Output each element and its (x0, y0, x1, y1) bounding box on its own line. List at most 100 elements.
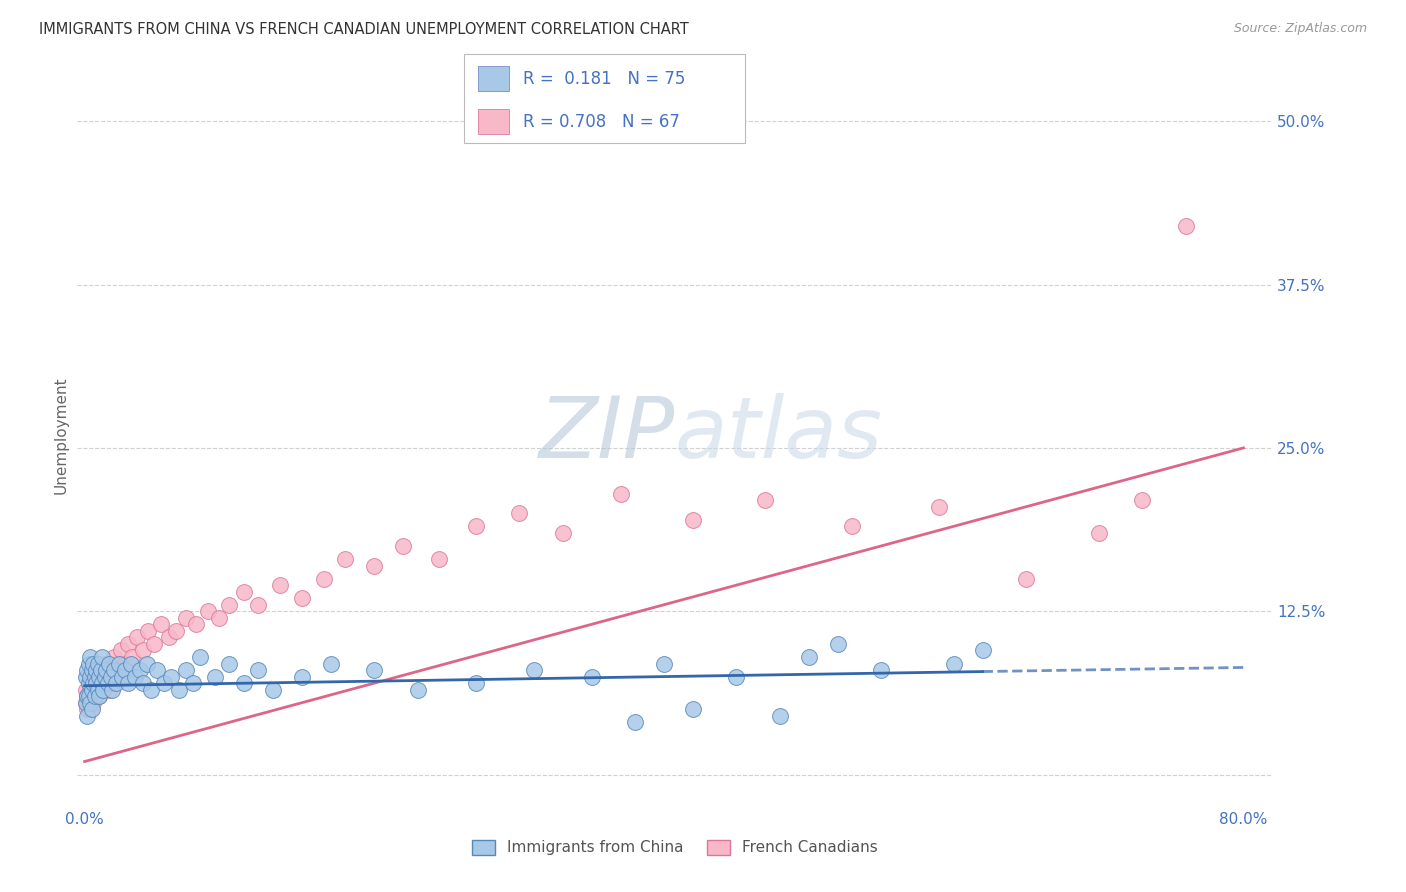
Point (146, 663, 169, 677)
Point (96, 663, 118, 677)
Point (247, 663, 270, 677)
Point (153, 676, 176, 690)
Point (392, 539, 415, 553)
Point (406, 682, 429, 697)
Point (1174, 219, 1197, 233)
Point (76, 702, 98, 716)
Point (464, 519, 486, 533)
Point (83, 663, 105, 677)
Point (84, 689, 107, 703)
Point (79, 702, 101, 716)
Point (523, 663, 546, 677)
Point (89, 663, 111, 677)
Point (103, 663, 125, 677)
Point (83, 670, 105, 684)
Point (841, 519, 863, 533)
Point (83, 689, 105, 703)
Point (682, 513, 704, 527)
Point (97, 676, 120, 690)
Point (150, 617, 173, 632)
Point (87, 689, 110, 703)
Point (581, 670, 603, 684)
Point (87, 670, 110, 684)
Point (105, 676, 128, 690)
Point (94, 676, 117, 690)
Point (754, 493, 776, 508)
Point (262, 682, 284, 697)
Point (76, 689, 98, 703)
Text: ZIP: ZIP (538, 393, 675, 476)
Point (269, 578, 291, 592)
Point (291, 591, 314, 606)
Point (131, 676, 153, 690)
Point (103, 650, 125, 665)
Point (131, 643, 153, 657)
Point (98, 682, 121, 697)
Point (117, 676, 139, 690)
Point (86, 682, 108, 697)
Point (218, 657, 240, 671)
Point (121, 650, 143, 665)
Point (1015, 572, 1038, 586)
Point (110, 643, 132, 657)
Point (79, 650, 101, 665)
Point (98, 657, 121, 671)
Point (247, 598, 270, 612)
Point (972, 643, 994, 657)
Point (136, 624, 159, 638)
Point (291, 670, 314, 684)
Text: R = 0.708   N = 67: R = 0.708 N = 67 (523, 112, 681, 130)
Point (87, 676, 110, 690)
Point (100, 670, 122, 684)
Point (1130, 493, 1153, 508)
Point (114, 663, 136, 677)
Point (551, 525, 574, 540)
Point (928, 500, 950, 514)
Point (208, 611, 231, 625)
Point (363, 663, 385, 677)
Point (769, 708, 792, 723)
Point (682, 702, 704, 716)
Point (93, 682, 115, 697)
Point (86, 657, 108, 671)
Point (84, 676, 107, 690)
Text: R =  0.181   N = 75: R = 0.181 N = 75 (523, 70, 685, 87)
Point (184, 617, 207, 632)
Text: Source: ZipAtlas.com: Source: ZipAtlas.com (1233, 22, 1367, 36)
Point (160, 670, 183, 684)
Point (75, 682, 97, 697)
Point (82, 676, 104, 690)
Point (725, 670, 748, 684)
Point (190, 650, 212, 665)
Point (125, 631, 148, 645)
Point (218, 598, 240, 612)
Point (100, 663, 122, 677)
Legend: Immigrants from China, French Canadians: Immigrants from China, French Canadians (472, 840, 877, 855)
Y-axis label: Unemployment: Unemployment (53, 376, 69, 493)
Point (204, 670, 226, 684)
Point (76, 708, 98, 723)
Point (232, 584, 254, 599)
Point (91, 650, 114, 665)
Point (624, 715, 647, 730)
Text: IMMIGRANTS FROM CHINA VS FRENCH CANADIAN UNEMPLOYMENT CORRELATION CHART: IMMIGRANTS FROM CHINA VS FRENCH CANADIAN… (39, 22, 689, 37)
Point (77, 696, 100, 710)
Point (84, 670, 107, 684)
Point (80, 702, 103, 716)
Point (80, 670, 103, 684)
Point (82, 657, 104, 671)
Point (87, 689, 110, 703)
Point (141, 682, 163, 697)
Point (91, 676, 114, 690)
Point (1087, 525, 1109, 540)
Point (120, 657, 142, 671)
Point (76, 689, 98, 703)
Point (83, 682, 105, 697)
Point (77, 676, 100, 690)
Point (128, 663, 150, 677)
Point (76, 663, 98, 677)
Point (114, 657, 136, 671)
Point (101, 682, 124, 697)
Point (143, 637, 166, 651)
Point (89, 670, 111, 684)
